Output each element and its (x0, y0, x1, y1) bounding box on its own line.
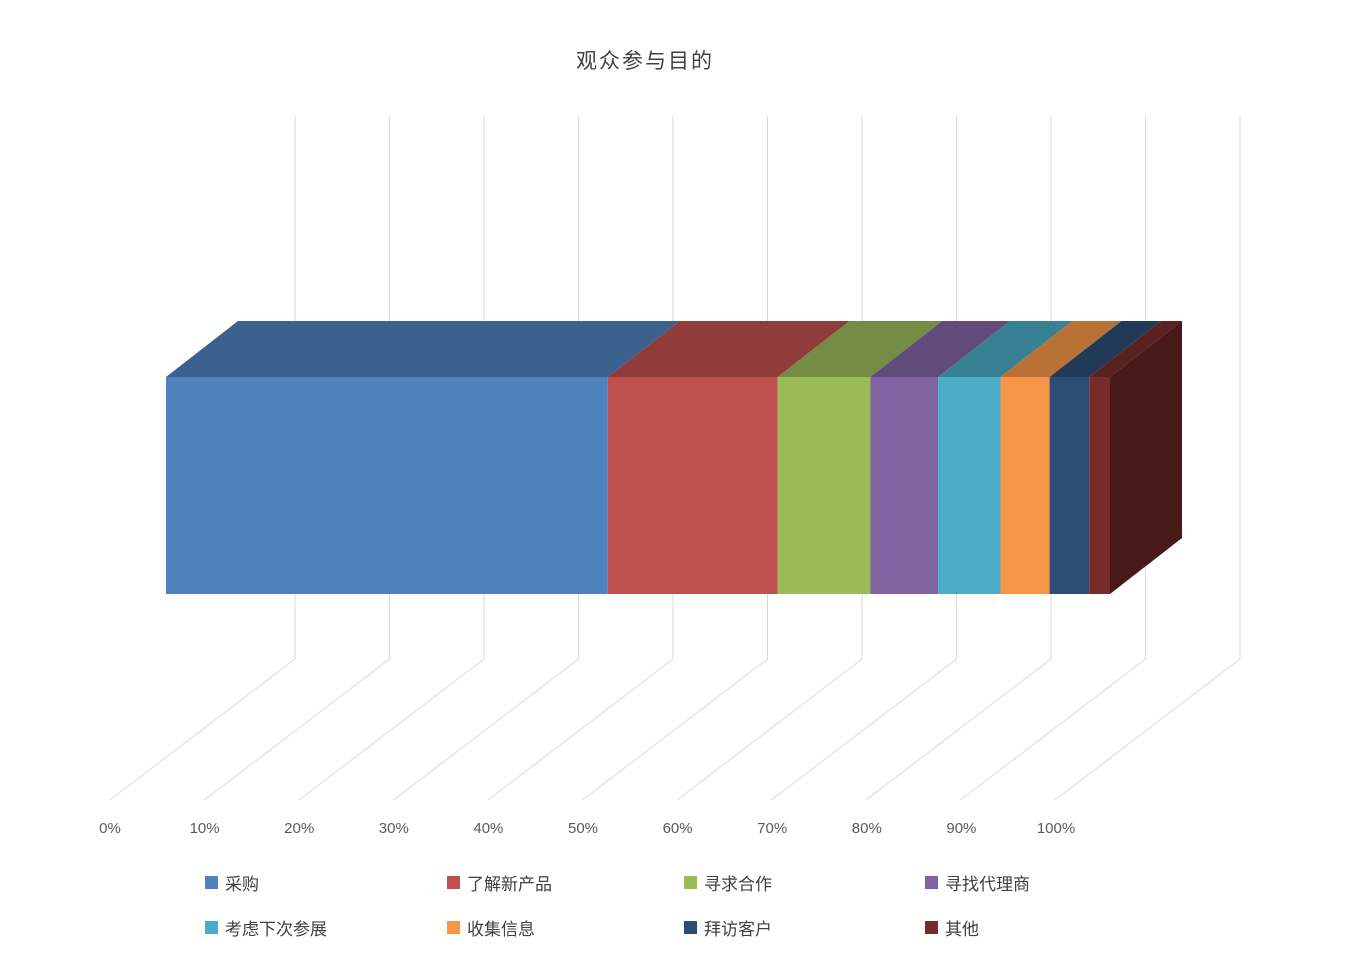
gridline-floor (487, 658, 674, 801)
bar-segment-front-face (938, 377, 1001, 594)
gridline-floor (393, 658, 579, 801)
bar-segment-top-face (607, 321, 850, 377)
gridline-floor (676, 658, 863, 801)
gridline-floor (865, 658, 1052, 801)
legend-swatch-icon (447, 875, 460, 889)
legend-swatch-icon (925, 920, 938, 934)
legend-item: 拜访客户 (684, 915, 772, 939)
axis-tick-label: 50% (568, 820, 598, 837)
legend-item: 寻求合作 (684, 870, 772, 894)
legend-label: 采购 (225, 874, 259, 894)
legend-swatch-icon (205, 875, 218, 889)
bar-segment-top-face (938, 321, 1073, 377)
axis-tick-label: 80% (852, 820, 882, 837)
gridline-floor (109, 658, 296, 801)
legend-swatch-icon (925, 875, 938, 889)
bar-segment-top-face (777, 321, 943, 377)
gridline-floor (582, 658, 768, 801)
legend-item: 采购 (205, 870, 259, 894)
bar-segment-front-face (1049, 377, 1090, 594)
legend-label: 其他 (945, 919, 979, 939)
gridline-floor (1054, 658, 1241, 801)
gridline-floor (960, 658, 1146, 801)
bar-segment-side-face (1110, 321, 1182, 594)
gridline-floor (298, 658, 485, 801)
axis-tick-label: 60% (663, 820, 693, 837)
bar-segment-top-face (870, 321, 1011, 377)
axis-tick-label: 30% (379, 820, 409, 837)
bar-segment-front-face (777, 377, 871, 594)
bar-segment-top-face (1089, 321, 1182, 377)
bar-segment-front-face (1089, 377, 1110, 594)
legend-item: 考虑下次参展 (205, 915, 327, 939)
legend-label: 了解新产品 (467, 874, 552, 894)
chart-title: 观众参与目的 (576, 50, 714, 73)
legend-label: 收集信息 (467, 919, 535, 939)
axis-tick-label: 10% (190, 820, 220, 837)
legend-item: 收集信息 (447, 915, 535, 939)
axis-tick-label: 0% (99, 820, 121, 837)
legend-label: 考虑下次参展 (225, 919, 327, 939)
legend-item: 了解新产品 (447, 870, 552, 894)
bar-segment-front-face (166, 377, 608, 594)
bar-segment-front-face (607, 377, 778, 594)
legend-label: 寻求合作 (704, 874, 772, 894)
bar-segment-top-face (1000, 321, 1122, 377)
legend-label: 寻找代理商 (945, 874, 1030, 894)
axis-tick-label: 90% (946, 820, 976, 837)
legend-label: 拜访客户 (704, 919, 772, 939)
bar-segment-top-face (1049, 321, 1162, 377)
axis-tick-label: 20% (284, 820, 314, 837)
legend-swatch-icon (684, 920, 697, 934)
axis-tick-label: 70% (757, 820, 787, 837)
legend-item: 其他 (925, 915, 979, 939)
gridline-floor (771, 658, 957, 801)
bar-segment-front-face (1000, 377, 1050, 594)
bar-segment-top-face (166, 321, 680, 377)
bar-segment-front-face (870, 377, 939, 594)
legend-swatch-icon (205, 920, 218, 934)
axis-tick-label: 40% (473, 820, 503, 837)
legend-swatch-icon (447, 920, 460, 934)
gridline-floor (204, 658, 390, 801)
axis-tick-label: 100% (1037, 820, 1075, 837)
legend-swatch-icon (684, 875, 697, 889)
legend-item: 寻找代理商 (925, 870, 1030, 894)
